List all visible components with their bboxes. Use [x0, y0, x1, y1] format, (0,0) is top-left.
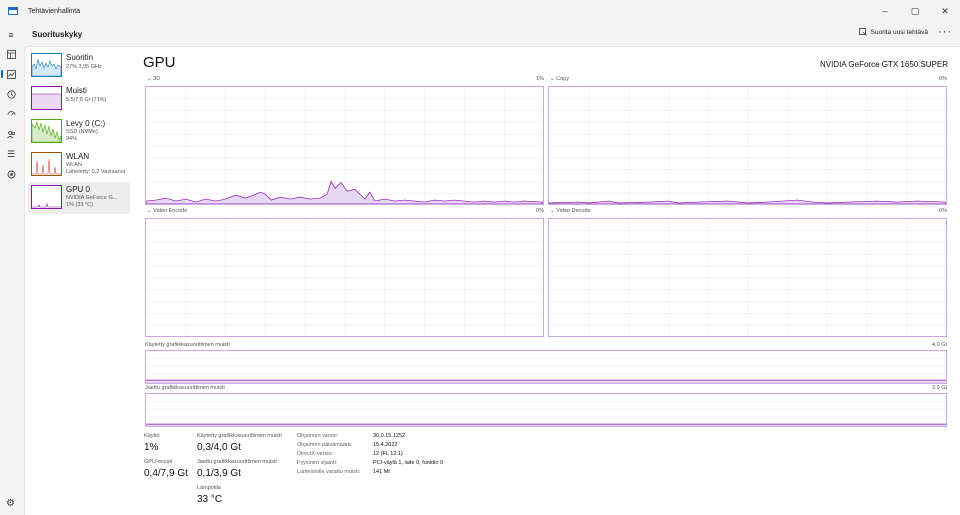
cpu-thumbnail: [31, 53, 62, 77]
task-manager-icon: [8, 7, 18, 15]
dedicated-memory-value: 0,3/4,0 Gt: [197, 442, 241, 453]
resource-detail: SSD (NVMe): [66, 129, 98, 135]
engine-encode-label[interactable]: ⌄ Video Encode: [147, 208, 188, 214]
resource-detail-2: Lähetetty: 0,2 Vastaanot: [66, 169, 126, 175]
resource-name: WLAN: [66, 152, 90, 161]
disk-thumbnail: [31, 119, 62, 143]
resource-name: Levy 0 (C:): [66, 119, 106, 128]
directx-version-value: 12 (FL 12.1): [373, 451, 403, 457]
window-controls: – ▢ ✕: [870, 0, 960, 22]
engine-encode-graph: [145, 218, 544, 337]
resource-detail: 27% 3,95 GHz: [66, 64, 102, 70]
title-bar: Tehtävienhallinta – ▢ ✕: [0, 0, 960, 22]
resource-detail: WLAN: [66, 162, 82, 168]
driver-version-value: 30.0.15.1252: [373, 433, 406, 439]
maximize-button[interactable]: ▢: [910, 5, 920, 16]
engine-decode-graph: [548, 218, 947, 337]
resource-name: GPU 0: [66, 185, 91, 194]
wlan-thumbnail: [31, 152, 62, 176]
dedicated-memory-label: Käytetty grafiikkasuorittimen muisti: [197, 433, 282, 439]
resource-list: Suoritin 27% 3,95 GHz Muisti 5,5/7,8 Gt …: [28, 50, 130, 215]
engine-3d-label[interactable]: ⌄ 3D: [147, 76, 161, 82]
app-history-icon[interactable]: [6, 89, 16, 99]
performance-icon[interactable]: [1, 69, 16, 79]
resource-memory[interactable]: Muisti 5,5/7,8 Gt (71%): [28, 83, 130, 115]
resource-name: Suoritin: [66, 53, 94, 62]
resource-disk[interactable]: Levy 0 (C:) SSD (NVMe) 94%: [28, 116, 130, 148]
gpu-memory-label: GPU-muisti: [144, 459, 173, 465]
resource-gpu[interactable]: GPU 0 NVIDIA GeForce G... 1% (33 °C): [28, 182, 130, 214]
physical-location-key: Fyysinen sijainti:: [297, 460, 338, 466]
engine-decode-label[interactable]: ⌄ Video Decode: [550, 208, 591, 214]
directx-version-key: DirectX-versio:: [297, 451, 334, 457]
resource-detail: NVIDIA GeForce G...: [66, 195, 118, 201]
engine-decode-value: 0%: [939, 208, 947, 214]
run-new-task-label: Suorita uusi tehtävä: [870, 28, 928, 36]
users-icon[interactable]: [6, 129, 16, 139]
gpu-memory-value: 0,4/7,9 Gt: [144, 468, 188, 479]
resource-cpu[interactable]: Suoritin 27% 3,95 GHz: [28, 50, 130, 82]
header-bar: Suorituskyky Suorita uusi tehtävä ···: [22, 22, 960, 46]
temperature-label: Lämpötila: [197, 485, 221, 491]
resource-wlan[interactable]: WLAN WLAN Lähetetty: 0,2 Vastaanot: [28, 149, 130, 181]
memory-thumbnail: [31, 86, 62, 110]
startup-icon[interactable]: [6, 109, 16, 119]
resource-detail-2: 1% (33 °C): [66, 202, 93, 208]
nav-rail: ≡ ☰: [0, 22, 22, 515]
close-button[interactable]: ✕: [941, 5, 949, 16]
settings-icon[interactable]: ⚙: [6, 498, 15, 509]
engine-copy-value: 0%: [939, 76, 947, 82]
dedicated-memory-graph: [145, 350, 947, 384]
engine-copy-graph: [548, 86, 947, 205]
hardware-reserved-value: 141 Mt: [373, 469, 390, 475]
shared-memory-graph-max: 3,9 Gt: [932, 385, 947, 391]
utilization-label: Käyttö: [144, 433, 160, 439]
window-title: Tehtävienhallinta: [28, 7, 81, 15]
services-icon[interactable]: [6, 169, 16, 179]
utilization-value: 1%: [144, 442, 159, 453]
shared-memory-label: Jaettu grafiikkasuorittimen muisti: [197, 459, 277, 465]
engine-encode-value: 0%: [536, 208, 544, 214]
driver-date-key: Ohjaimen päivämäärä:: [297, 442, 353, 448]
engine-3d-value: 1%: [536, 76, 544, 82]
page-title: Suorituskyky: [32, 29, 83, 39]
shared-memory-graph: [145, 393, 947, 427]
menu-icon[interactable]: ≡: [8, 29, 14, 40]
engine-copy-label[interactable]: ⌄ Copy: [550, 76, 569, 82]
resource-detail-2: 94%: [66, 136, 78, 142]
details-icon[interactable]: ☰: [6, 148, 16, 159]
dedicated-memory-graph-max: 4,0 Gt: [932, 342, 947, 348]
shared-memory-graph-label: Jaettu grafiikkasuorittimen muisti: [145, 385, 225, 391]
engine-3d-graph: [145, 86, 544, 205]
more-options-button[interactable]: ···: [938, 26, 952, 38]
dedicated-memory-graph-label: Käytetty grafiikkasuorittimen muisti: [145, 342, 230, 348]
resource-detail: 5,5/7,8 Gt (71%): [66, 97, 107, 103]
driver-version-key: Ohjaimen versio:: [297, 433, 339, 439]
physical-location-value: PCI-väylä 1, laite 0, funktio 0: [373, 460, 444, 466]
resource-name: Muisti: [66, 86, 87, 95]
temperature-value: 33 °C: [197, 494, 223, 505]
gpu-model: NVIDIA GeForce GTX 1650 SUPER: [819, 60, 948, 69]
shared-memory-value: 0,1/3,9 Gt: [197, 468, 241, 479]
processes-icon[interactable]: [6, 49, 16, 59]
hardware-reserved-key: Laitteistolle varattu muisti:: [297, 469, 361, 475]
driver-date-value: 15.4.2022: [373, 442, 398, 448]
run-task-icon: [858, 28, 867, 36]
gpu-title: GPU: [143, 54, 176, 71]
minimize-button[interactable]: –: [882, 6, 888, 16]
gpu-thumbnail: [31, 185, 62, 209]
run-new-task-button[interactable]: Suorita uusi tehtävä: [858, 28, 928, 36]
